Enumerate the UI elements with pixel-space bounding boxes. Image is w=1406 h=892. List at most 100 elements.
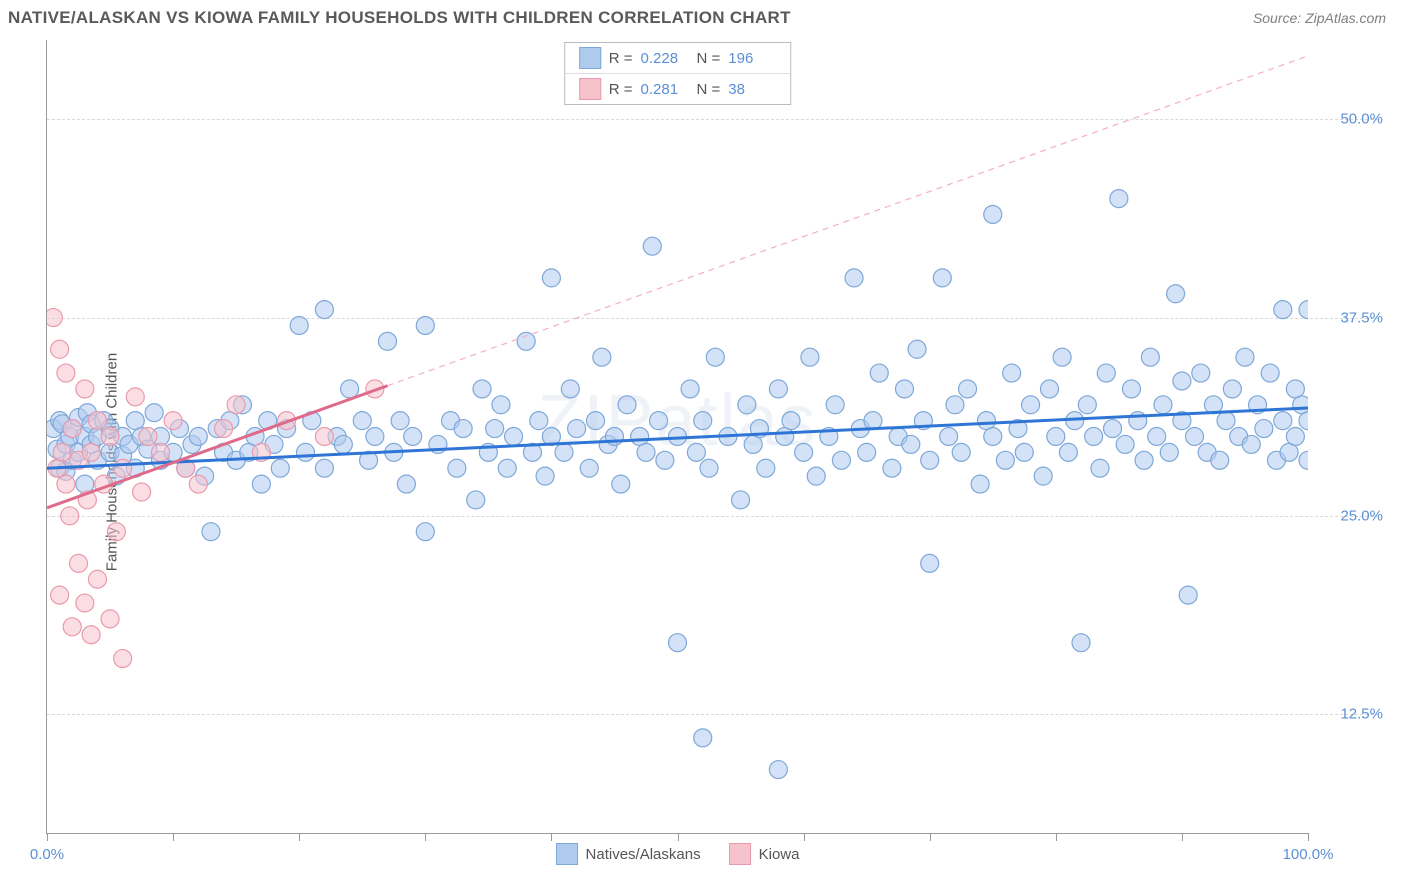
data-point xyxy=(971,475,989,493)
data-point xyxy=(82,626,100,644)
data-point xyxy=(1299,412,1308,430)
data-point xyxy=(1034,467,1052,485)
data-point xyxy=(801,348,819,366)
data-point xyxy=(769,761,787,779)
data-point xyxy=(486,420,504,438)
data-point xyxy=(1141,348,1159,366)
data-point xyxy=(1299,301,1308,319)
data-point xyxy=(448,459,466,477)
data-point xyxy=(826,396,844,414)
y-tick-label: 37.5% xyxy=(1340,309,1383,326)
data-point xyxy=(290,316,308,334)
data-point xyxy=(47,309,62,327)
data-point xyxy=(656,451,674,469)
legend-row: R = 0.228 N = 196 xyxy=(565,43,791,73)
data-point xyxy=(517,332,535,350)
stat-n-value: 196 xyxy=(728,50,776,67)
x-tick xyxy=(1182,833,1183,841)
data-point xyxy=(88,412,106,430)
legend-item: Natives/Alaskans xyxy=(556,843,701,865)
stat-n-label: N = xyxy=(697,81,721,98)
x-tick xyxy=(173,833,174,841)
data-point xyxy=(63,618,81,636)
data-point xyxy=(101,610,119,628)
data-point xyxy=(505,428,523,446)
trend-extension xyxy=(387,56,1308,386)
data-point xyxy=(694,729,712,747)
data-point xyxy=(397,475,415,493)
legend-swatch xyxy=(729,843,751,865)
data-point xyxy=(114,459,132,477)
series-legend: Natives/Alaskans Kiowa xyxy=(556,843,800,865)
data-point xyxy=(795,443,813,461)
data-point xyxy=(1154,396,1172,414)
data-point xyxy=(126,388,144,406)
data-point xyxy=(114,650,132,668)
data-point xyxy=(952,443,970,461)
data-point xyxy=(858,443,876,461)
data-point xyxy=(334,435,352,453)
data-point xyxy=(1192,364,1210,382)
data-point xyxy=(164,412,182,430)
stat-r-label: R = xyxy=(609,81,633,98)
y-tick-label: 12.5% xyxy=(1340,706,1383,723)
data-point xyxy=(542,269,560,287)
y-tick-label: 50.0% xyxy=(1340,111,1383,128)
legend-item: Kiowa xyxy=(729,843,800,865)
data-point xyxy=(51,340,69,358)
data-point xyxy=(1003,364,1021,382)
data-point xyxy=(454,420,472,438)
data-point xyxy=(1148,428,1166,446)
data-point xyxy=(959,380,977,398)
legend-row: R = 0.281 N = 38 xyxy=(565,73,791,104)
y-tick-label: 25.0% xyxy=(1340,507,1383,524)
data-point xyxy=(687,443,705,461)
data-point xyxy=(202,523,220,541)
data-point xyxy=(404,428,422,446)
x-tick-label: 0.0% xyxy=(30,846,64,863)
data-point xyxy=(940,428,958,446)
data-point xyxy=(1097,364,1115,382)
x-tick-label: 100.0% xyxy=(1283,846,1334,863)
data-point xyxy=(151,443,169,461)
data-point xyxy=(902,435,920,453)
stat-r-label: R = xyxy=(609,50,633,67)
data-point xyxy=(271,459,289,477)
legend-label: Kiowa xyxy=(759,846,800,863)
data-point xyxy=(1179,586,1197,604)
x-tick xyxy=(425,833,426,841)
data-point xyxy=(1110,190,1128,208)
data-point xyxy=(536,467,554,485)
data-point xyxy=(492,396,510,414)
data-point xyxy=(593,348,611,366)
data-point xyxy=(76,475,94,493)
data-point xyxy=(1223,380,1241,398)
x-tick xyxy=(678,833,679,841)
data-point xyxy=(1047,428,1065,446)
data-point xyxy=(1217,412,1235,430)
data-point xyxy=(769,380,787,398)
data-point xyxy=(252,475,270,493)
data-point xyxy=(70,554,88,572)
data-point xyxy=(473,380,491,398)
data-point xyxy=(1167,285,1185,303)
data-point xyxy=(921,554,939,572)
data-point xyxy=(82,443,100,461)
data-point xyxy=(1116,435,1134,453)
data-point xyxy=(1261,364,1279,382)
data-point xyxy=(580,459,598,477)
data-point xyxy=(133,483,151,501)
data-point xyxy=(895,380,913,398)
x-tick xyxy=(47,833,48,841)
legend-swatch xyxy=(556,843,578,865)
data-point xyxy=(139,428,157,446)
data-point xyxy=(1122,380,1140,398)
data-point xyxy=(637,443,655,461)
legend-label: Natives/Alaskans xyxy=(586,846,701,863)
data-point xyxy=(107,523,125,541)
data-point xyxy=(782,412,800,430)
data-point xyxy=(1293,396,1308,414)
data-point xyxy=(568,420,586,438)
data-point xyxy=(227,396,245,414)
data-point xyxy=(315,428,333,446)
